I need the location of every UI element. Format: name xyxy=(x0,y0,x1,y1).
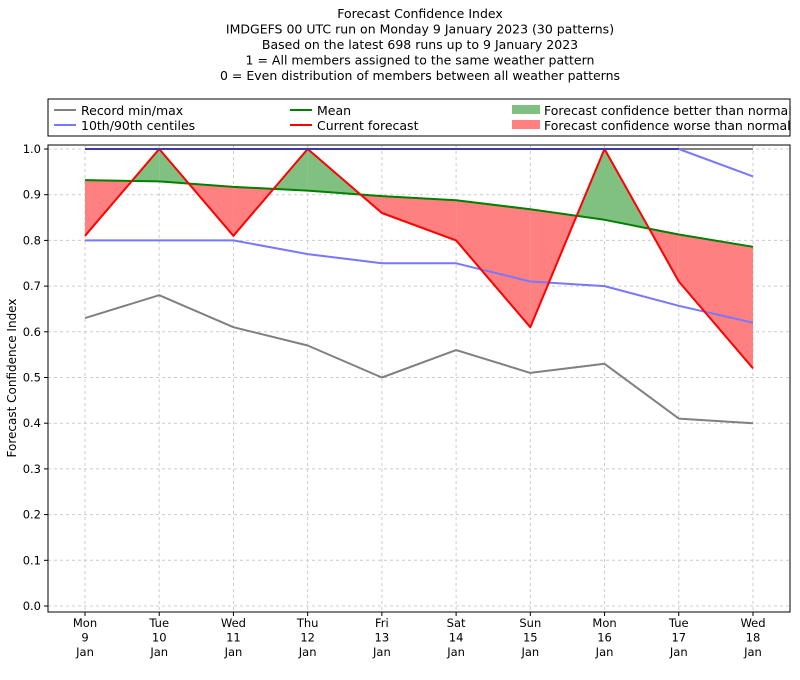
legend-label: Forecast confidence worse than normal xyxy=(544,118,791,133)
x-tick-label: 12 xyxy=(300,631,315,645)
x-tick-label: 16 xyxy=(597,631,612,645)
series-line-mean xyxy=(84,179,754,248)
y-axis-label: Forecast Confidence Index xyxy=(5,299,19,458)
x-tick-label: Jan xyxy=(298,645,317,659)
x-tick-label: 13 xyxy=(375,631,390,645)
x-tick-label: Jan xyxy=(75,645,94,659)
x-tick-label: Jan xyxy=(520,645,539,659)
y-tick-label: 0.9 xyxy=(23,188,41,202)
y-axis: 0.0 0.1 0.2 0.3 0.4 0.5 0.6 0.7 0.8 0.9 1.0 xyxy=(23,142,48,613)
chart-subtitle-line: IMDGEFS 00 UTC run on Monday 9 January 2… xyxy=(226,22,614,37)
x-tick-label: 9 xyxy=(81,631,88,645)
x-tick-label: Jan xyxy=(743,645,762,659)
x-tick-label: 10 xyxy=(152,631,167,645)
x-tick-label: Fri xyxy=(375,616,389,630)
legend-label: Forecast confidence better than normal xyxy=(544,103,792,118)
series-line-p90 xyxy=(85,148,754,178)
x-tick-label: Jan xyxy=(224,645,243,659)
x-tick-label: Thu xyxy=(296,616,319,630)
legend-item: Forecast confidence worse than normal xyxy=(512,118,791,133)
legend-swatch xyxy=(512,105,540,114)
x-tick-label: Mon xyxy=(73,616,97,630)
chart-subtitle-line: 0 = Even distribution of members between… xyxy=(220,68,620,83)
legend-swatch xyxy=(512,120,540,129)
fill-worse-than-normal xyxy=(678,234,753,369)
legend-label: Record min/max xyxy=(81,103,183,118)
x-tick-label: Wed xyxy=(221,616,246,630)
y-tick-label: 0.8 xyxy=(23,233,41,247)
x-tick-label: Mon xyxy=(592,616,616,630)
x-tick-label: Jan xyxy=(372,645,391,659)
chart-subtitle-line: Based on the latest 698 runs up to 9 Jan… xyxy=(262,37,578,52)
x-tick-label: Jan xyxy=(669,645,688,659)
x-tick-label: 17 xyxy=(671,631,686,645)
legend-item: 10th/90th centiles xyxy=(54,118,195,133)
x-tick-label: 15 xyxy=(523,631,538,645)
legend-label: 10th/90th centiles xyxy=(81,118,195,133)
x-tick-label: Jan xyxy=(149,645,168,659)
x-tick-label: 11 xyxy=(226,631,241,645)
series-lines xyxy=(84,148,754,425)
legend-box xyxy=(47,98,791,137)
y-tick-label: 0.5 xyxy=(23,371,41,385)
y-tick-label: 0.2 xyxy=(23,508,41,522)
legend-item: Forecast confidence better than normal xyxy=(512,103,792,118)
x-tick-label: Tue xyxy=(148,616,169,630)
y-tick-label: 1.0 xyxy=(23,142,41,156)
x-tick-label: Tue xyxy=(668,616,689,630)
chart-title-line: Forecast Confidence Index xyxy=(337,6,503,21)
series-line-record-min xyxy=(84,294,754,425)
legend-item: Current forecast xyxy=(290,118,419,133)
chart-subtitle-line: 1 = All members assigned to the same wea… xyxy=(246,53,595,68)
x-tick-label: Sun xyxy=(519,616,541,630)
y-tick-label: 0.1 xyxy=(23,553,41,567)
fill-worse-than-normal xyxy=(381,196,457,241)
x-tick-label: Jan xyxy=(595,645,614,659)
legend-label: Current forecast xyxy=(317,118,419,133)
plot-frame xyxy=(47,144,791,613)
y-tick-label: 0.0 xyxy=(23,599,41,613)
x-tick-label: 14 xyxy=(449,631,464,645)
y-tick-label: 0.6 xyxy=(23,325,41,339)
x-tick-label: Wed xyxy=(740,616,765,630)
x-axis: Mon9JanTue10JanWed11JanThu12JanFri13JanS… xyxy=(73,612,766,659)
legend-item: Mean xyxy=(290,103,351,118)
legend-item: Record min/max xyxy=(54,103,183,118)
x-tick-label: Sat xyxy=(447,616,466,630)
series-line-current xyxy=(84,148,754,370)
series-line-p10 xyxy=(85,239,754,324)
x-tick-label: Jan xyxy=(446,645,465,659)
y-tick-label: 0.3 xyxy=(23,462,41,476)
y-tick-label: 0.7 xyxy=(23,279,41,293)
confidence-fills xyxy=(85,149,753,369)
y-tick-label: 0.4 xyxy=(23,416,41,430)
fill-worse-than-normal xyxy=(456,200,531,328)
x-tick-label: 18 xyxy=(746,631,761,645)
legend-label: Mean xyxy=(317,103,351,118)
